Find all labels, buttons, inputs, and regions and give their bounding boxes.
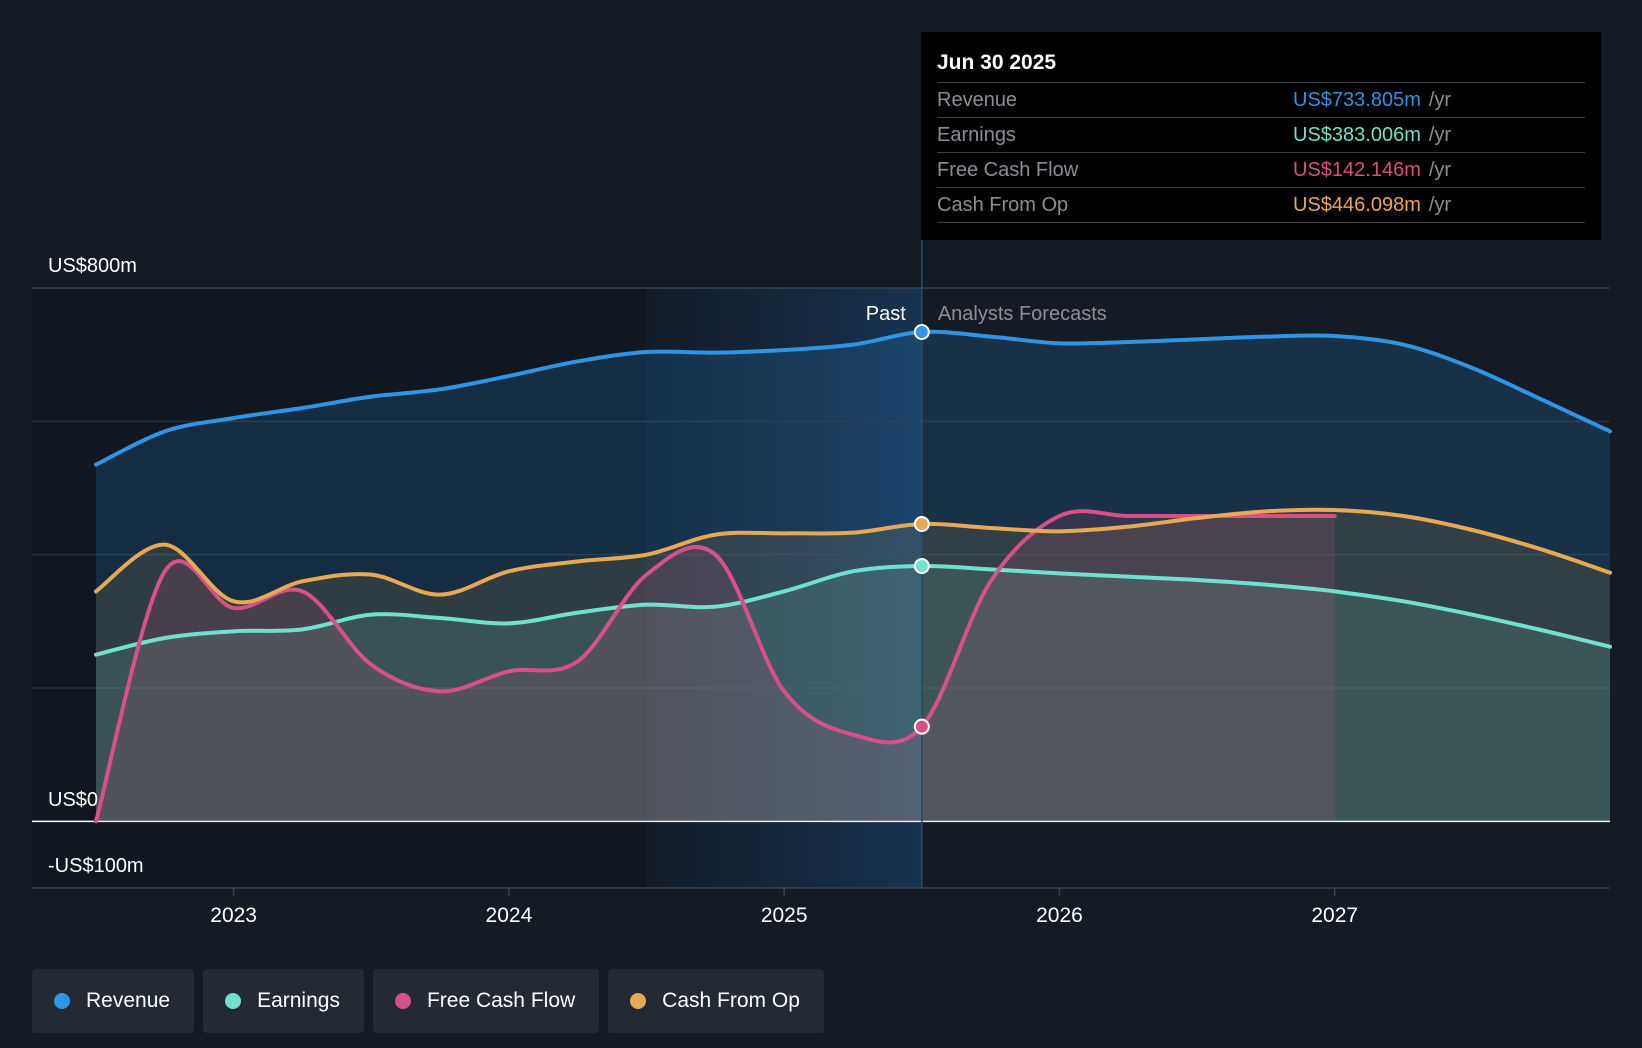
tooltip-row-free-cash-flow: Free Cash Flow US$142.146m /yr: [937, 153, 1585, 188]
x-tick-label: 2025: [761, 904, 808, 927]
legend-dot-icon: [54, 993, 70, 1009]
line-cash-from-op: [94, 507, 1612, 605]
tooltip-value: US$383.006m: [1293, 124, 1421, 146]
tooltip-row-revenue: Revenue US$733.805m /yr: [937, 83, 1585, 118]
legend: Revenue Earnings Free Cash Flow Cash Fro…: [32, 969, 824, 1033]
tooltip-value: US$142.146m: [1293, 159, 1421, 181]
tooltip-label: Cash From Op: [937, 194, 1069, 216]
legend-dot-icon: [630, 993, 647, 1009]
marker-free-cash-flow: [913, 718, 930, 735]
area-cash-from-op: [96, 509, 1610, 822]
legend-label: Free Cash Flow: [426, 989, 576, 1012]
legend-label: Earnings: [257, 989, 340, 1012]
series-markers: [913, 324, 930, 735]
y-label-bottom: -US$100m: [48, 855, 144, 877]
line-free-cash-flow: [94, 509, 1337, 824]
tooltip-unit: /yr: [1428, 194, 1452, 216]
tooltip-label: Free Cash Flow: [937, 159, 1079, 181]
series-areas: [96, 331, 1610, 822]
line-earnings: [94, 563, 1612, 657]
legend-label: Cash From Op: [662, 989, 800, 1012]
area-earnings: [96, 565, 1610, 822]
x-tick-label: 2023: [210, 904, 257, 927]
legend-item-cash-from-op[interactable]: Cash From Op: [608, 969, 824, 1033]
gridlines: [32, 287, 1610, 889]
tooltip-label: Earnings: [937, 124, 1016, 146]
y-label-top: US$800m: [48, 255, 137, 277]
tooltip-label: Revenue: [937, 89, 1018, 111]
tooltip-value: US$733.805m: [1293, 89, 1421, 111]
tooltip-unit: /yr: [1428, 124, 1452, 146]
legend-dot-icon: [225, 993, 242, 1009]
x-tick-label: 2027: [1311, 904, 1358, 927]
axis-labels: US$800m US$0 -US$100m Past Analysts Fore…: [48, 255, 1107, 877]
legend-item-earnings[interactable]: Earnings: [203, 969, 364, 1033]
x-axis-ticks: 2023 2024 2025 2026 2027: [210, 888, 1358, 927]
tooltip-row-earnings: Earnings US$383.006m /yr: [937, 118, 1585, 153]
y-label-zero: US$0: [48, 789, 98, 811]
legend-label: Revenue: [86, 989, 171, 1012]
tooltip-row-cash-from-op: Cash From Op US$446.098m /yr: [937, 188, 1585, 223]
legend-item-free-cash-flow[interactable]: Free Cash Flow: [372, 969, 600, 1033]
legend-item-revenue[interactable]: Revenue: [32, 969, 195, 1033]
marker-revenue: [913, 324, 930, 340]
tooltip-unit: /yr: [1428, 159, 1452, 181]
marker-cash-from-op: [913, 516, 930, 532]
area-revenue: [96, 331, 1610, 822]
tooltip-unit: /yr: [1428, 89, 1452, 111]
legend-dot-icon: [394, 993, 411, 1009]
past-label: Past: [866, 303, 906, 325]
forecast-label: Analysts Forecasts: [938, 303, 1107, 325]
line-revenue: [94, 329, 1612, 467]
x-tick-label: 2026: [1036, 904, 1083, 927]
tooltip-panel: Jun 30 2025 Revenue US$733.805m /yr Earn…: [921, 32, 1601, 240]
series-lines: [94, 329, 1612, 824]
tooltip-value: US$446.098m: [1293, 194, 1421, 216]
marker-earnings: [913, 558, 930, 574]
area-free-cash-flow: [96, 511, 1335, 822]
x-tick-label: 2024: [486, 904, 533, 927]
past-highlight-band: [646, 288, 922, 888]
tooltip-date: Jun 30 2025: [937, 48, 1585, 83]
